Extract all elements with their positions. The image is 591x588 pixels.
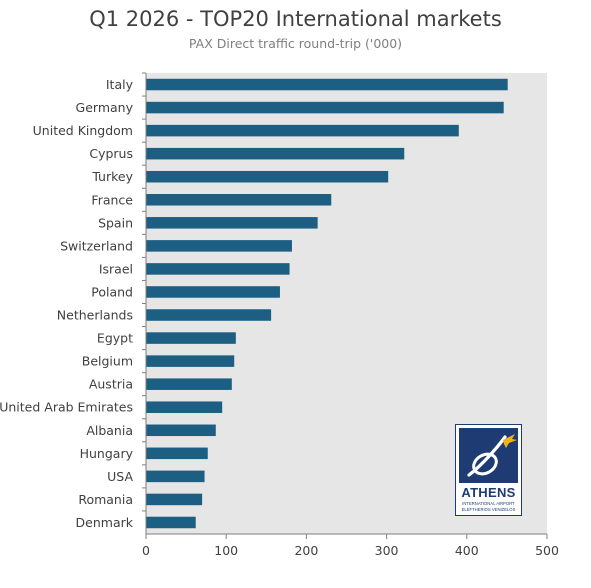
category-label: Albania (86, 423, 133, 438)
category-label: Germany (76, 100, 134, 115)
category-label: Belgium (82, 354, 133, 369)
category-label: Switzerland (60, 238, 133, 253)
plane-icon (467, 434, 517, 477)
category-label: Denmark (76, 515, 134, 530)
x-tick-label: 300 (375, 543, 399, 558)
category-label: Poland (91, 284, 133, 299)
bar-france (146, 194, 332, 206)
category-label: Spain (98, 215, 133, 230)
chart-subtitle: PAX Direct traffic round-trip ('000) (188, 36, 403, 51)
x-tick-label: 200 (294, 543, 318, 558)
bar-israel (146, 263, 290, 275)
chart-title: Q1 2026 - TOP20 International markets (89, 7, 502, 31)
athens-airport-logo: ATHENS INTERNATIONAL AIRPORT ELEFTHERIOS… (455, 424, 522, 516)
category-label: Netherlands (57, 308, 133, 323)
bar-spain (146, 217, 318, 229)
category-label: Romania (78, 492, 133, 507)
x-tick-label: 500 (535, 543, 559, 558)
bar-usa (146, 470, 205, 483)
category-label: Egypt (97, 331, 133, 346)
logo-title: ATHENS (461, 485, 516, 500)
bar-egypt (146, 332, 236, 344)
bar-italy (146, 78, 508, 91)
bar-cyprus (146, 147, 405, 160)
logo-line1: INTERNATIONAL AIRPORT (462, 501, 515, 506)
x-tick-label: 0 (142, 543, 150, 558)
category-label: Hungary (80, 446, 134, 461)
category-label: United Arab Emirates (0, 400, 133, 415)
bar-switzerland (146, 240, 292, 252)
bar-albania (146, 424, 216, 437)
category-label: USA (107, 469, 133, 484)
category-label: Israel (99, 261, 133, 276)
logo-emblem (459, 428, 518, 483)
bar-austria (146, 378, 232, 390)
bar-poland (146, 286, 280, 298)
bar-denmark (146, 516, 196, 529)
category-label: Cyprus (89, 146, 133, 161)
x-tick-label: 100 (214, 543, 238, 558)
bar-united-arab-emirates (146, 401, 223, 413)
category-label: Austria (89, 377, 133, 392)
bar-belgium (146, 355, 235, 367)
bar-turkey (146, 170, 389, 183)
bar-netherlands (146, 309, 272, 321)
logo-line2: ELEFTHERIOS VENIZELOS (461, 507, 516, 512)
bar-united-kingdom (146, 124, 459, 137)
bar-hungary (146, 447, 208, 460)
x-tick-label: 400 (455, 543, 479, 558)
bar-germany (146, 101, 504, 114)
category-label: Turkey (91, 169, 133, 184)
bar-romania (146, 493, 203, 506)
category-label: France (91, 192, 133, 207)
category-label: Italy (106, 77, 134, 92)
category-label: United Kingdom (33, 123, 133, 138)
